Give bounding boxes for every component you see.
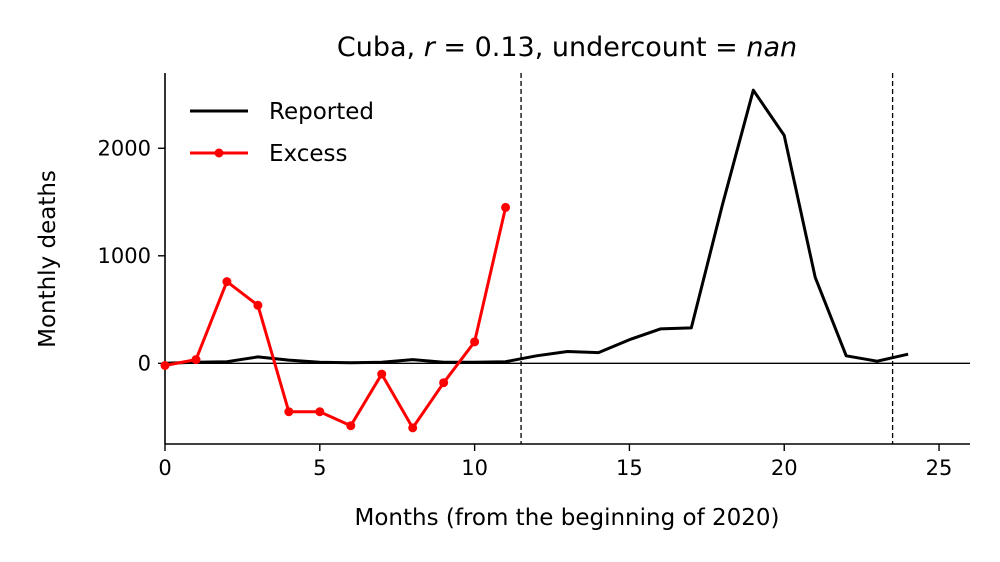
series-point-excess-0 [160,360,170,370]
series-point-excess-6 [346,421,356,431]
y-tick-label-1000: 1000 [98,244,151,268]
legend-marker-excess [214,148,224,158]
legend-label-reported: Reported [269,99,374,125]
legend-label-excess: Excess [269,141,348,167]
y-tick-label-0: 0 [138,351,151,375]
y-tick-label-2000: 2000 [98,136,151,160]
series-point-excess-10 [470,337,480,347]
x-tick-label-0: 0 [158,456,171,480]
x-tick-label-5: 5 [313,456,326,480]
x-tick-label-25: 25 [926,456,953,480]
series-point-excess-1 [191,355,201,365]
x-axis-label: Months (from the beginning of 2020) [354,505,779,531]
series-point-excess-9 [439,378,449,388]
series-point-excess-3 [253,300,263,310]
x-tick-label-15: 15 [616,456,643,480]
series-point-excess-7 [377,369,387,379]
y-axis-label: Monthly deaths [35,170,61,348]
series-point-excess-4 [284,407,294,417]
series-point-excess-11 [501,202,511,212]
series-line-excess [164,207,508,430]
x-tick-label-20: 20 [771,456,798,480]
x-tick-label-10: 10 [461,456,488,480]
series-line-reported [164,88,909,365]
series-point-excess-8 [408,423,418,433]
series-point-excess-5 [315,407,325,417]
series-point-excess-2 [222,277,232,287]
plot-area: 0 5 10 15 20 25 0 1000 2000 Reported Excess [98,73,970,480]
chart-title: Cuba, r = 0.13, undercount = nan [337,32,797,63]
